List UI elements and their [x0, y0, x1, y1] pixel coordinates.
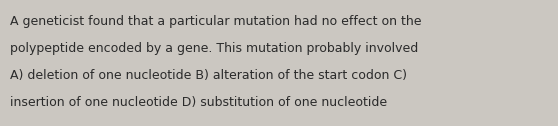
Text: A) deletion of one nucleotide B) alteration of the start codon C): A) deletion of one nucleotide B) alterat…: [10, 69, 407, 82]
Text: A geneticist found that a particular mutation had no effect on the: A geneticist found that a particular mut…: [10, 15, 421, 28]
Text: insertion of one nucleotide D) substitution of one nucleotide: insertion of one nucleotide D) substitut…: [10, 96, 387, 109]
Text: polypeptide encoded by a gene. This mutation probably involved: polypeptide encoded by a gene. This muta…: [10, 42, 418, 55]
